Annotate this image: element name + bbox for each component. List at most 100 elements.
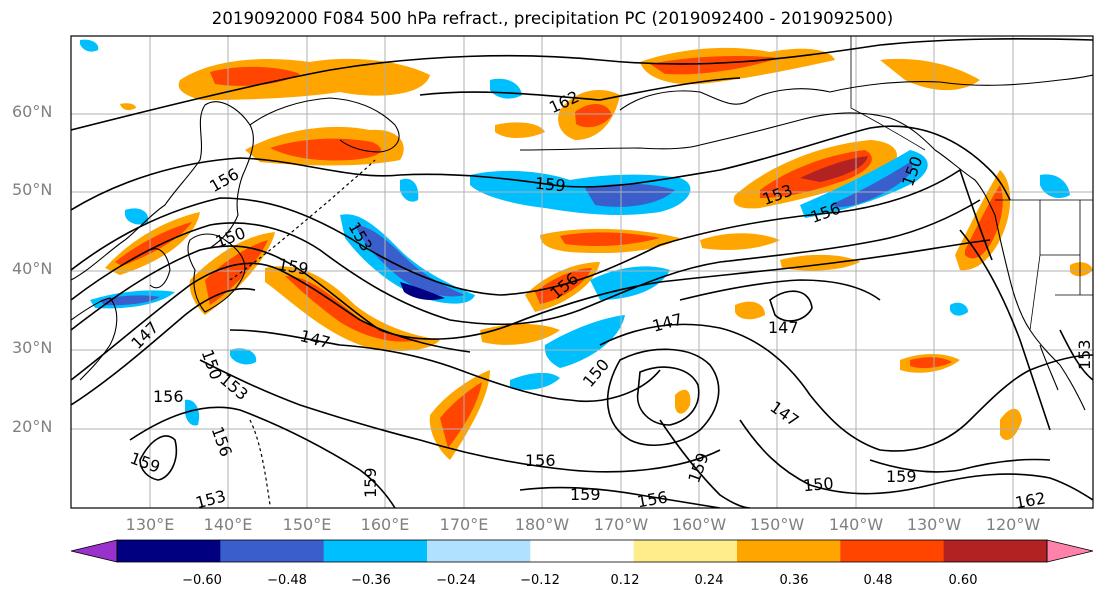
- precip-area: [495, 122, 545, 138]
- contour-line: [71, 239, 991, 340]
- border-us-states: [1029, 200, 1081, 331]
- precip-area: [120, 103, 136, 111]
- precip-area: [965, 185, 1003, 259]
- lon-label-160w: 160°W: [671, 515, 727, 534]
- contour-label: 159: [570, 485, 601, 504]
- precip-area: [125, 208, 149, 225]
- contour-label: 159: [684, 450, 712, 485]
- contour-label: 159: [534, 174, 566, 196]
- colorbar-cell: [220, 540, 325, 562]
- contour-label: 150: [802, 474, 834, 496]
- precip-area: [510, 372, 560, 390]
- contour-line: [71, 288, 256, 406]
- precip-area: [230, 348, 257, 365]
- colorbar-tick-label: 0.36: [779, 573, 809, 588]
- contour-line: [71, 168, 993, 296]
- colorbar-cell: [117, 540, 221, 562]
- contour-line: [71, 38, 1093, 131]
- contour-line: [769, 290, 813, 322]
- lat-label-30n: 30°N: [12, 338, 53, 357]
- contour-label: 153: [1075, 339, 1094, 370]
- precip-positive-areas: [105, 47, 1093, 460]
- lon-label-130e: 130°E: [125, 515, 175, 534]
- lon-label-180w: 180°W: [514, 515, 570, 534]
- colorbar-cell: [840, 540, 945, 562]
- colorbar-tick-label: −0.48: [267, 573, 307, 588]
- coastline-japan: [187, 233, 246, 313]
- precip-area: [544, 315, 625, 368]
- lat-label-60n: 60°N: [12, 102, 53, 121]
- precip-area: [80, 39, 99, 52]
- contour-label: 147: [650, 310, 684, 336]
- colorbar-tick-label: 0.12: [610, 573, 640, 588]
- precip-area: [400, 282, 445, 300]
- precip-area: [675, 389, 691, 414]
- contour-line: [229, 329, 661, 403]
- contour-line: [199, 359, 721, 473]
- precip-area: [490, 78, 522, 99]
- contour-line: [71, 199, 981, 326]
- contour-label: 159: [886, 467, 917, 486]
- lat-label-50n: 50°N: [12, 180, 53, 199]
- borders: [850, 36, 1093, 331]
- contour-line: [1059, 329, 1093, 381]
- lat-label-40n: 40°N: [12, 259, 53, 278]
- contour-line: [139, 435, 177, 481]
- contour-label: 147: [127, 318, 162, 353]
- precip-area: [950, 302, 968, 316]
- coastline-alaska-peninsula: [699, 112, 936, 151]
- colorbar-cell: [530, 540, 635, 562]
- contour-label: 156: [153, 387, 184, 406]
- lon-label-150e: 150°E: [282, 515, 332, 534]
- contour-label: 162: [1014, 488, 1047, 512]
- lat-label-20n: 20°N: [12, 417, 53, 436]
- precip-area: [800, 156, 868, 182]
- precip-area: [535, 268, 592, 304]
- contour-label: 150: [198, 347, 226, 382]
- contour-label: 150: [579, 355, 613, 391]
- precip-area: [585, 183, 675, 207]
- precip-area: [440, 382, 482, 448]
- precip-area: [800, 150, 928, 218]
- coastlines: [71, 74, 1093, 411]
- colorbar-cell: [427, 540, 531, 562]
- coastline-korea: [149, 248, 171, 289]
- precip-area: [700, 233, 780, 250]
- colorbar-cell: [943, 540, 1048, 562]
- lon-label-170w: 170°W: [593, 515, 649, 534]
- coastline-mexico: [1059, 364, 1086, 411]
- contour-line: [229, 159, 376, 281]
- colorbar-arrow-low: [70, 539, 118, 563]
- precip-area: [1040, 174, 1070, 199]
- coastline-alaska-west: [619, 88, 831, 111]
- contour-line: [599, 323, 1093, 452]
- coastline-kamchatka: [249, 97, 400, 153]
- lon-label-120w: 120°W: [985, 515, 1041, 534]
- map-plot-area: 162 156 159 153 150 147 159 156 147 153 …: [71, 36, 1094, 512]
- contour-line: [739, 419, 1093, 501]
- contour-line: [659, 419, 751, 508]
- colorbar-tick-label: −0.36: [351, 573, 391, 588]
- precip-area: [880, 58, 980, 91]
- coastline-baja: [1039, 344, 1059, 391]
- lon-label-170e: 170°E: [439, 515, 489, 534]
- contour-label: 156: [525, 451, 556, 470]
- colorbar-cells: [117, 540, 1048, 562]
- precip-area: [184, 399, 200, 426]
- precip-area: [400, 178, 419, 202]
- lon-label-140w: 140°W: [828, 515, 884, 534]
- colorbar-tick-label: 0.48: [863, 573, 893, 588]
- precip-area: [735, 301, 765, 320]
- precip-negative-areas: [80, 39, 1070, 426]
- coastline-china: [71, 297, 118, 381]
- map-frame: [70, 35, 1094, 509]
- precip-area: [1070, 262, 1093, 277]
- contour-line: [869, 458, 1051, 473]
- precip-area: [270, 138, 381, 161]
- contour-label: 153: [193, 486, 227, 512]
- precip-area: [205, 240, 268, 305]
- contour-line: [71, 262, 471, 381]
- colorbar: [70, 539, 1094, 563]
- contour-line: [419, 77, 741, 101]
